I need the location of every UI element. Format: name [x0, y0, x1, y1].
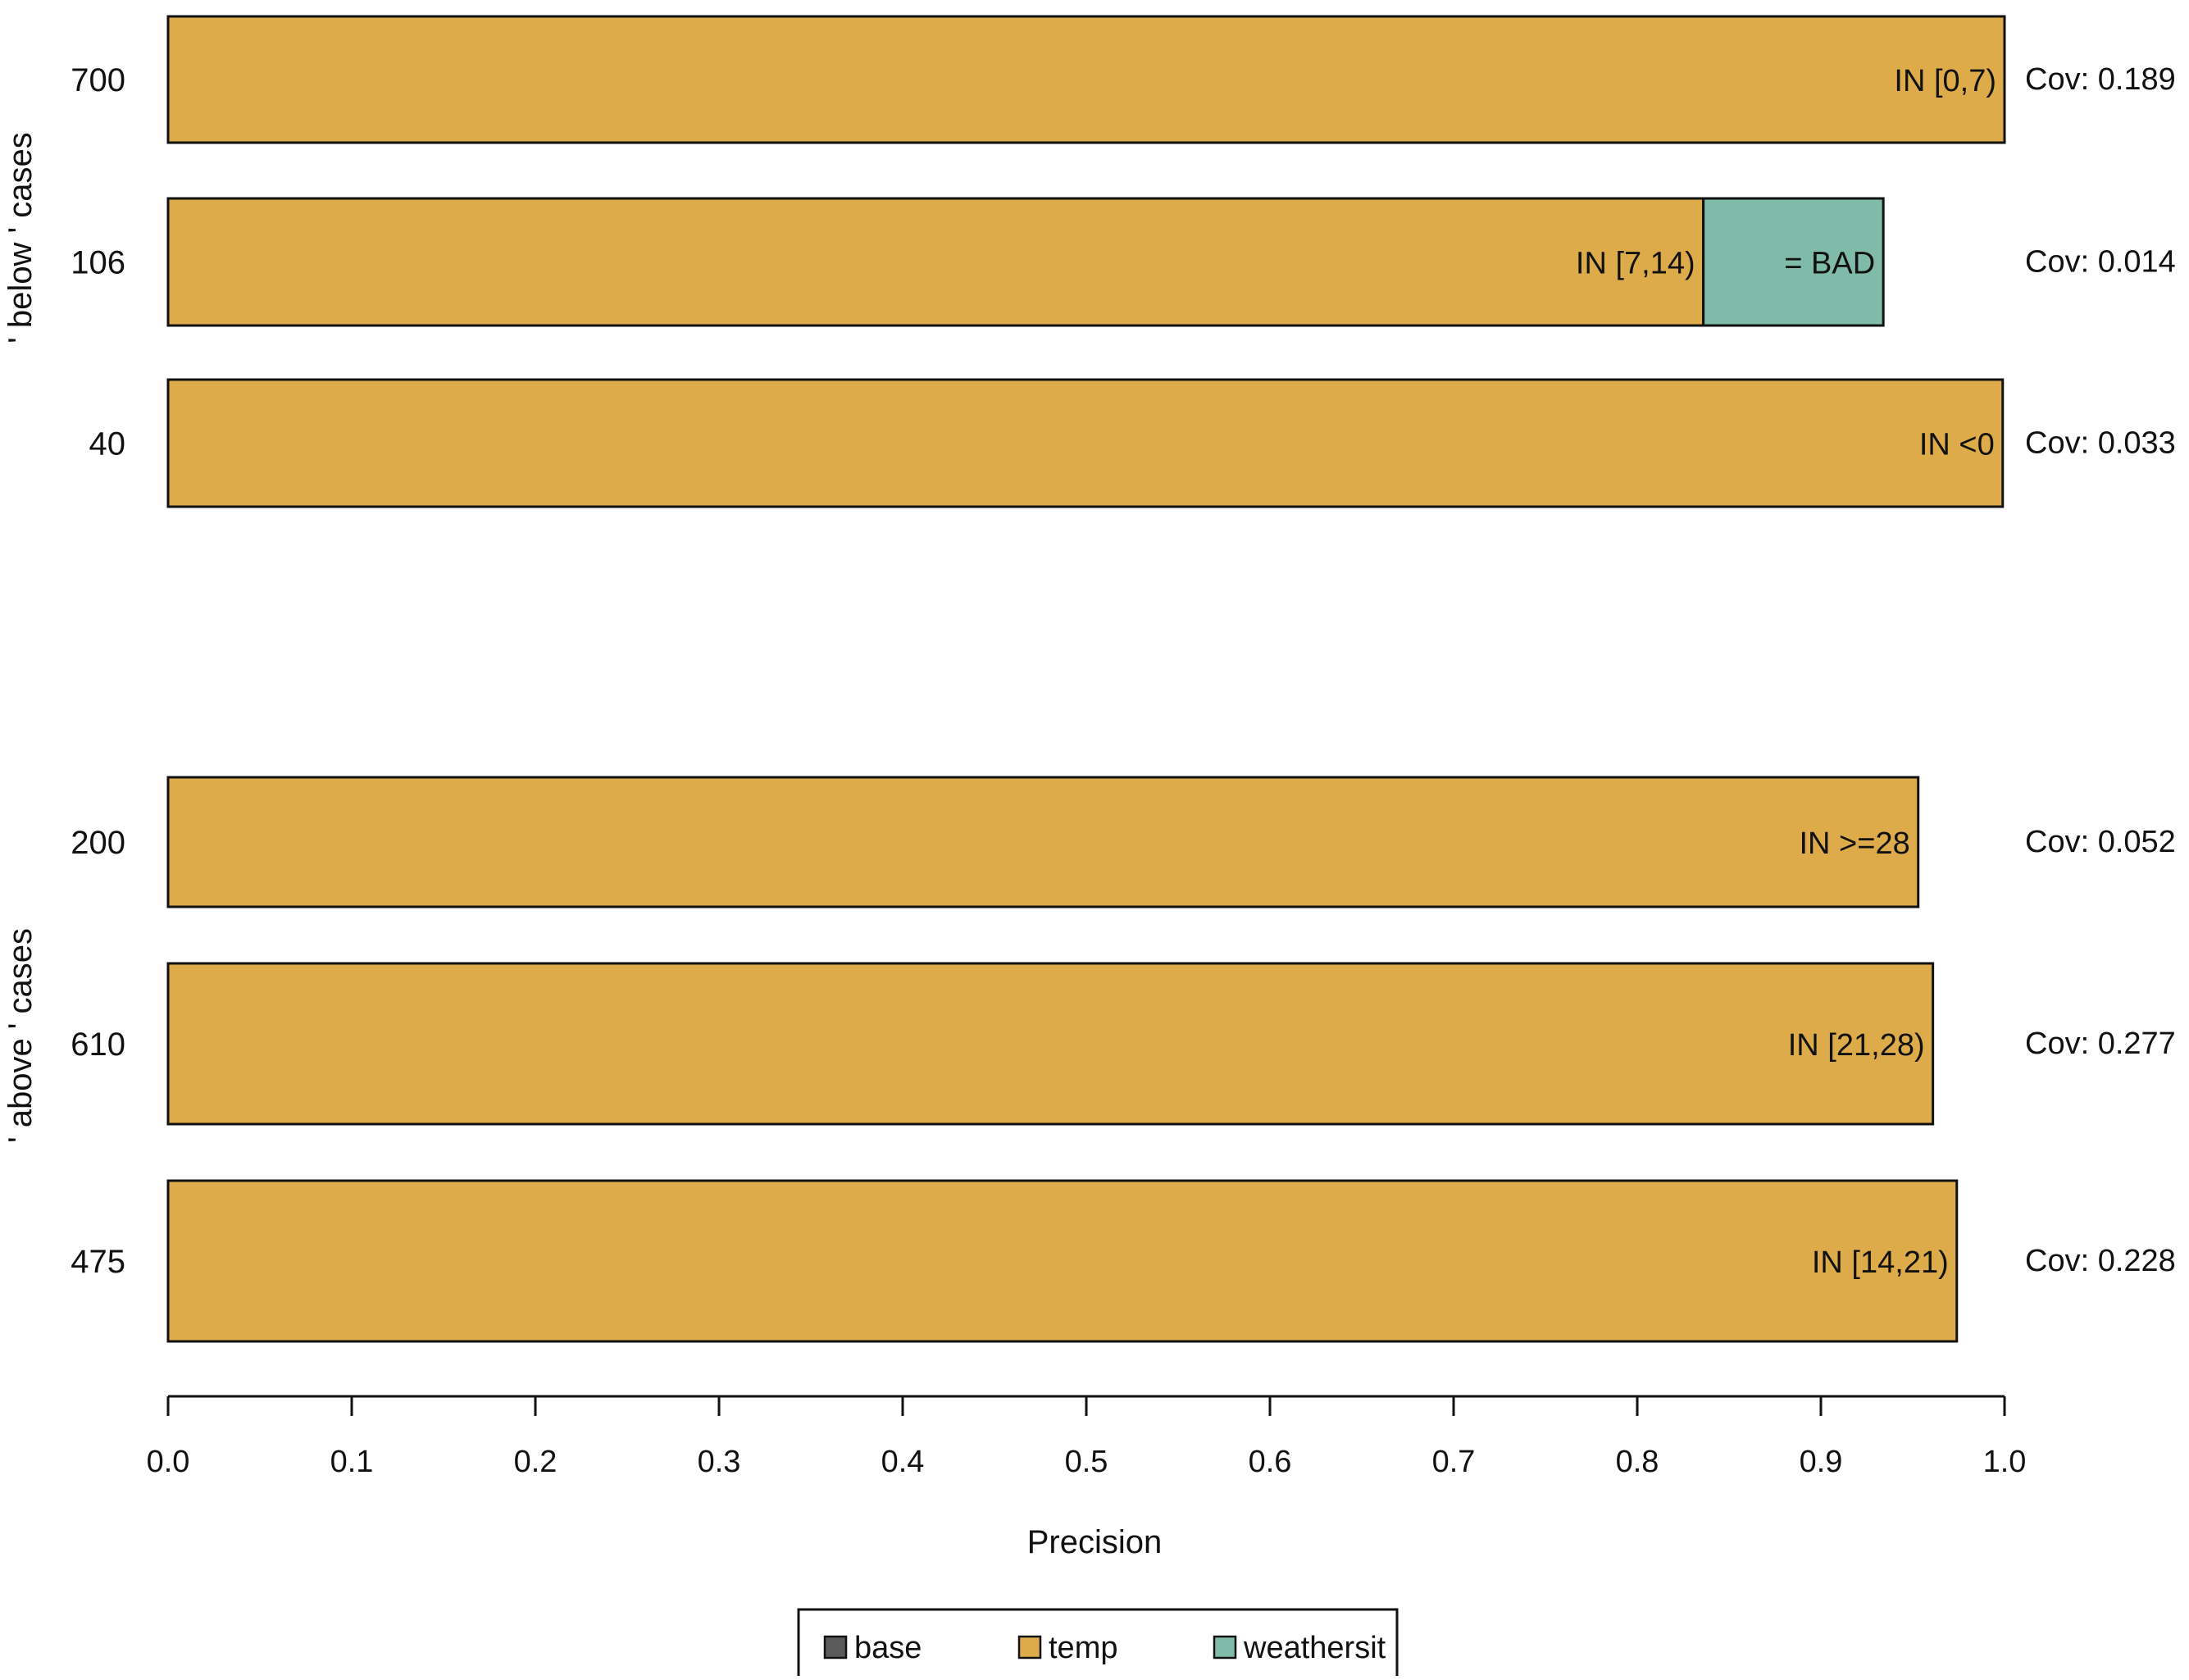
x-tick-label: 0.4 [881, 1445, 925, 1479]
x-tick-label: 0.3 [698, 1445, 741, 1479]
legend-swatch-weathersit [1213, 1635, 1237, 1660]
legend-label-base: base [854, 1631, 922, 1665]
x-axis-title: Precision [1027, 1524, 1163, 1560]
coverage-label: Cov: 0.014 [2025, 245, 2176, 280]
category-label: 610 [71, 1027, 125, 1063]
legend-label-weathersit: weathersit [1243, 1631, 1386, 1665]
x-tick-label: 0.0 [147, 1445, 190, 1479]
category-label: 106 [71, 245, 125, 281]
legend-swatch-temp [1017, 1635, 1042, 1660]
group-label: ' below ' cases [2, 132, 39, 344]
category-label: 200 [71, 825, 125, 861]
segment-label: = BAD [1784, 247, 1875, 281]
coverage-label: Cov: 0.052 [2025, 825, 2176, 859]
legend-label-temp: temp [1049, 1631, 1117, 1665]
category-label: 40 [89, 426, 126, 462]
legend-box [797, 1608, 1399, 1680]
coverage-label: Cov: 0.189 [2025, 62, 2176, 97]
bar-segment-temp [166, 197, 1705, 327]
category-label: 700 [71, 62, 125, 98]
segment-label: IN [7,14) [1576, 247, 1695, 281]
x-tick-label: 0.9 [1800, 1445, 1843, 1479]
bar-segment-temp [166, 1179, 1959, 1343]
x-tick-label: 0.2 [514, 1445, 557, 1479]
bar-segment-temp [166, 378, 2005, 508]
coverage-label: Cov: 0.033 [2025, 426, 2176, 461]
x-tick-label: 0.7 [1432, 1445, 1476, 1479]
segment-label: IN [14,21) [1812, 1245, 1949, 1280]
coverage-label: Cov: 0.277 [2025, 1027, 2176, 1061]
x-tick-label: 0.8 [1616, 1445, 1659, 1479]
segment-label: IN <0 [1919, 428, 1995, 462]
x-tick-label: 0.6 [1249, 1445, 1292, 1479]
x-tick-label: 0.5 [1065, 1445, 1108, 1479]
bar-segment-weathersit [1702, 197, 1885, 327]
segment-label: IN [21,28) [1788, 1028, 1925, 1063]
segment-label: IN >=28 [1800, 826, 1910, 861]
bar-segment-temp [166, 776, 1920, 908]
segment-label: IN [0,7) [1894, 64, 1996, 98]
coverage-label: Cov: 0.228 [2025, 1244, 2176, 1278]
x-tick-label: 1.0 [1983, 1445, 2027, 1479]
x-tick-label: 0.1 [330, 1445, 374, 1479]
category-label: 475 [71, 1244, 125, 1280]
bar-segment-temp [166, 962, 1935, 1126]
group-label: ' above ' cases [2, 928, 39, 1143]
bar-segment-temp [166, 15, 2006, 144]
legend-swatch-base [823, 1635, 848, 1660]
